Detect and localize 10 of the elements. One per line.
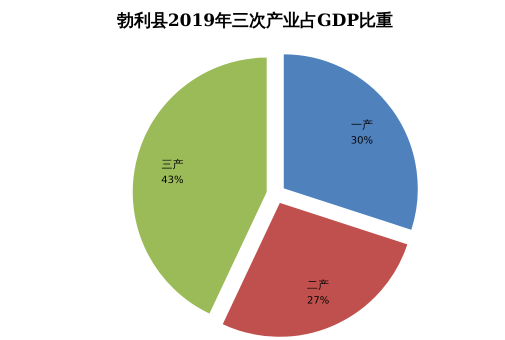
data-label: 30% [350, 136, 374, 147]
slice-label: 一产 [350, 118, 373, 132]
slice: 一产 30% [282, 53, 419, 231]
data-label: 43% [161, 174, 184, 186]
slice: 三产 43% [132, 56, 268, 315]
slice-label: 三产 [161, 158, 184, 171]
chart-title: 勃利县2019年三次产业占GDP比重 [116, 11, 394, 31]
slice-label: 二产 [307, 278, 330, 292]
data-label: 27% [307, 295, 330, 306]
slice: 二产 27% [222, 202, 408, 338]
